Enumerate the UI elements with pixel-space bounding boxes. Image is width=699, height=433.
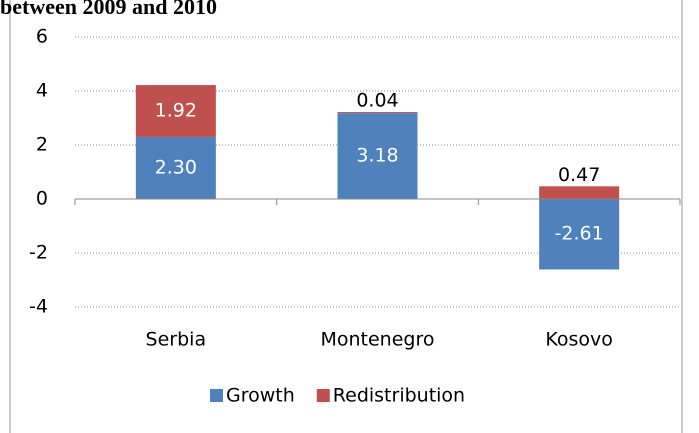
chart-title: between 2009 and 2010 <box>0 0 217 19</box>
y-tick-label: -4 <box>29 296 48 318</box>
data-label: 0.04 <box>356 90 398 112</box>
legend-label: Growth <box>226 385 295 407</box>
bar-segment <box>539 186 620 199</box>
y-tick-label: 6 <box>36 26 48 48</box>
bar-segment <box>337 112 418 114</box>
x-tick-label: Montenegro <box>320 329 434 351</box>
y-tick-label: -2 <box>29 242 48 264</box>
x-tick-label: Kosovo <box>545 329 613 351</box>
y-tick-label: 2 <box>36 134 48 156</box>
y-tick-label: 4 <box>36 80 48 102</box>
x-tick-label: Serbia <box>146 329 207 351</box>
legend-label: Redistribution <box>333 385 465 407</box>
data-label: 3.18 <box>356 145 398 167</box>
data-label: -2.61 <box>555 223 604 245</box>
data-label: 1.92 <box>155 99 197 121</box>
legend-swatch <box>316 389 330 402</box>
data-label: 2.30 <box>155 156 197 178</box>
bar-segment <box>337 113 418 199</box>
legend-swatch <box>210 389 223 402</box>
y-tick-label: 0 <box>36 188 48 210</box>
data-label: 0.47 <box>558 164 600 186</box>
bar-segment <box>135 136 216 199</box>
bar-segment <box>135 85 216 137</box>
bar-segment <box>539 199 620 270</box>
